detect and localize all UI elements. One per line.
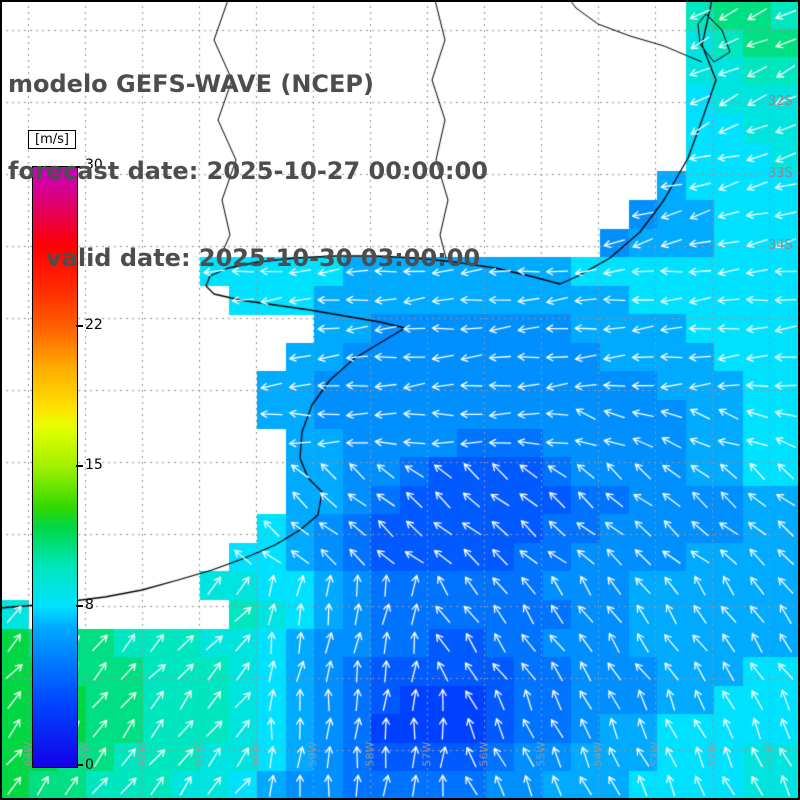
colorbar-tick-label: 8 [85, 597, 94, 613]
colorbar-tick-mark [76, 166, 83, 168]
colorbar [32, 166, 78, 768]
lon-label: 51W [762, 741, 776, 767]
lon-label: 60W [249, 741, 263, 767]
lon-label: 57W [420, 741, 434, 767]
lon-label: 53W [648, 741, 662, 767]
colorbar-units-label: [m/s] [28, 130, 76, 149]
lon-label: 56W [477, 741, 491, 767]
lon-label: 52W [705, 741, 719, 767]
lon-label: 55W [534, 741, 548, 767]
lat-label: 33S [768, 166, 793, 181]
colorbar-tick-mark [76, 325, 83, 327]
colorbar-tick-mark [76, 465, 83, 467]
colorbar-tick-label: 15 [85, 457, 103, 473]
title-block: modelo GEFS-WAVE (NCEP) forecast date: 2… [8, 12, 488, 331]
colorbar-tick-label: 30 [85, 157, 103, 173]
lat-label: 32S [768, 94, 793, 109]
lon-label: 54W [591, 741, 605, 767]
colorbar-tick-mark [76, 764, 83, 766]
lat-label: 34S [768, 238, 793, 253]
model-title: modelo GEFS-WAVE (NCEP) [8, 70, 374, 98]
forecast-date: forecast date: 2025-10-27 00:00:00 [8, 157, 488, 185]
lon-label: 61W [192, 741, 206, 767]
colorbar-tick-label: 0 [85, 757, 94, 773]
colorbar-tick-mark [76, 605, 83, 607]
lon-label: 58W [363, 741, 377, 767]
lon-label: 59W [306, 741, 320, 767]
valid-date: valid date: 2025-10-30 03:00:00 [46, 244, 481, 272]
colorbar-tick-label: 22 [85, 317, 103, 333]
lon-label: 62W [135, 741, 149, 767]
